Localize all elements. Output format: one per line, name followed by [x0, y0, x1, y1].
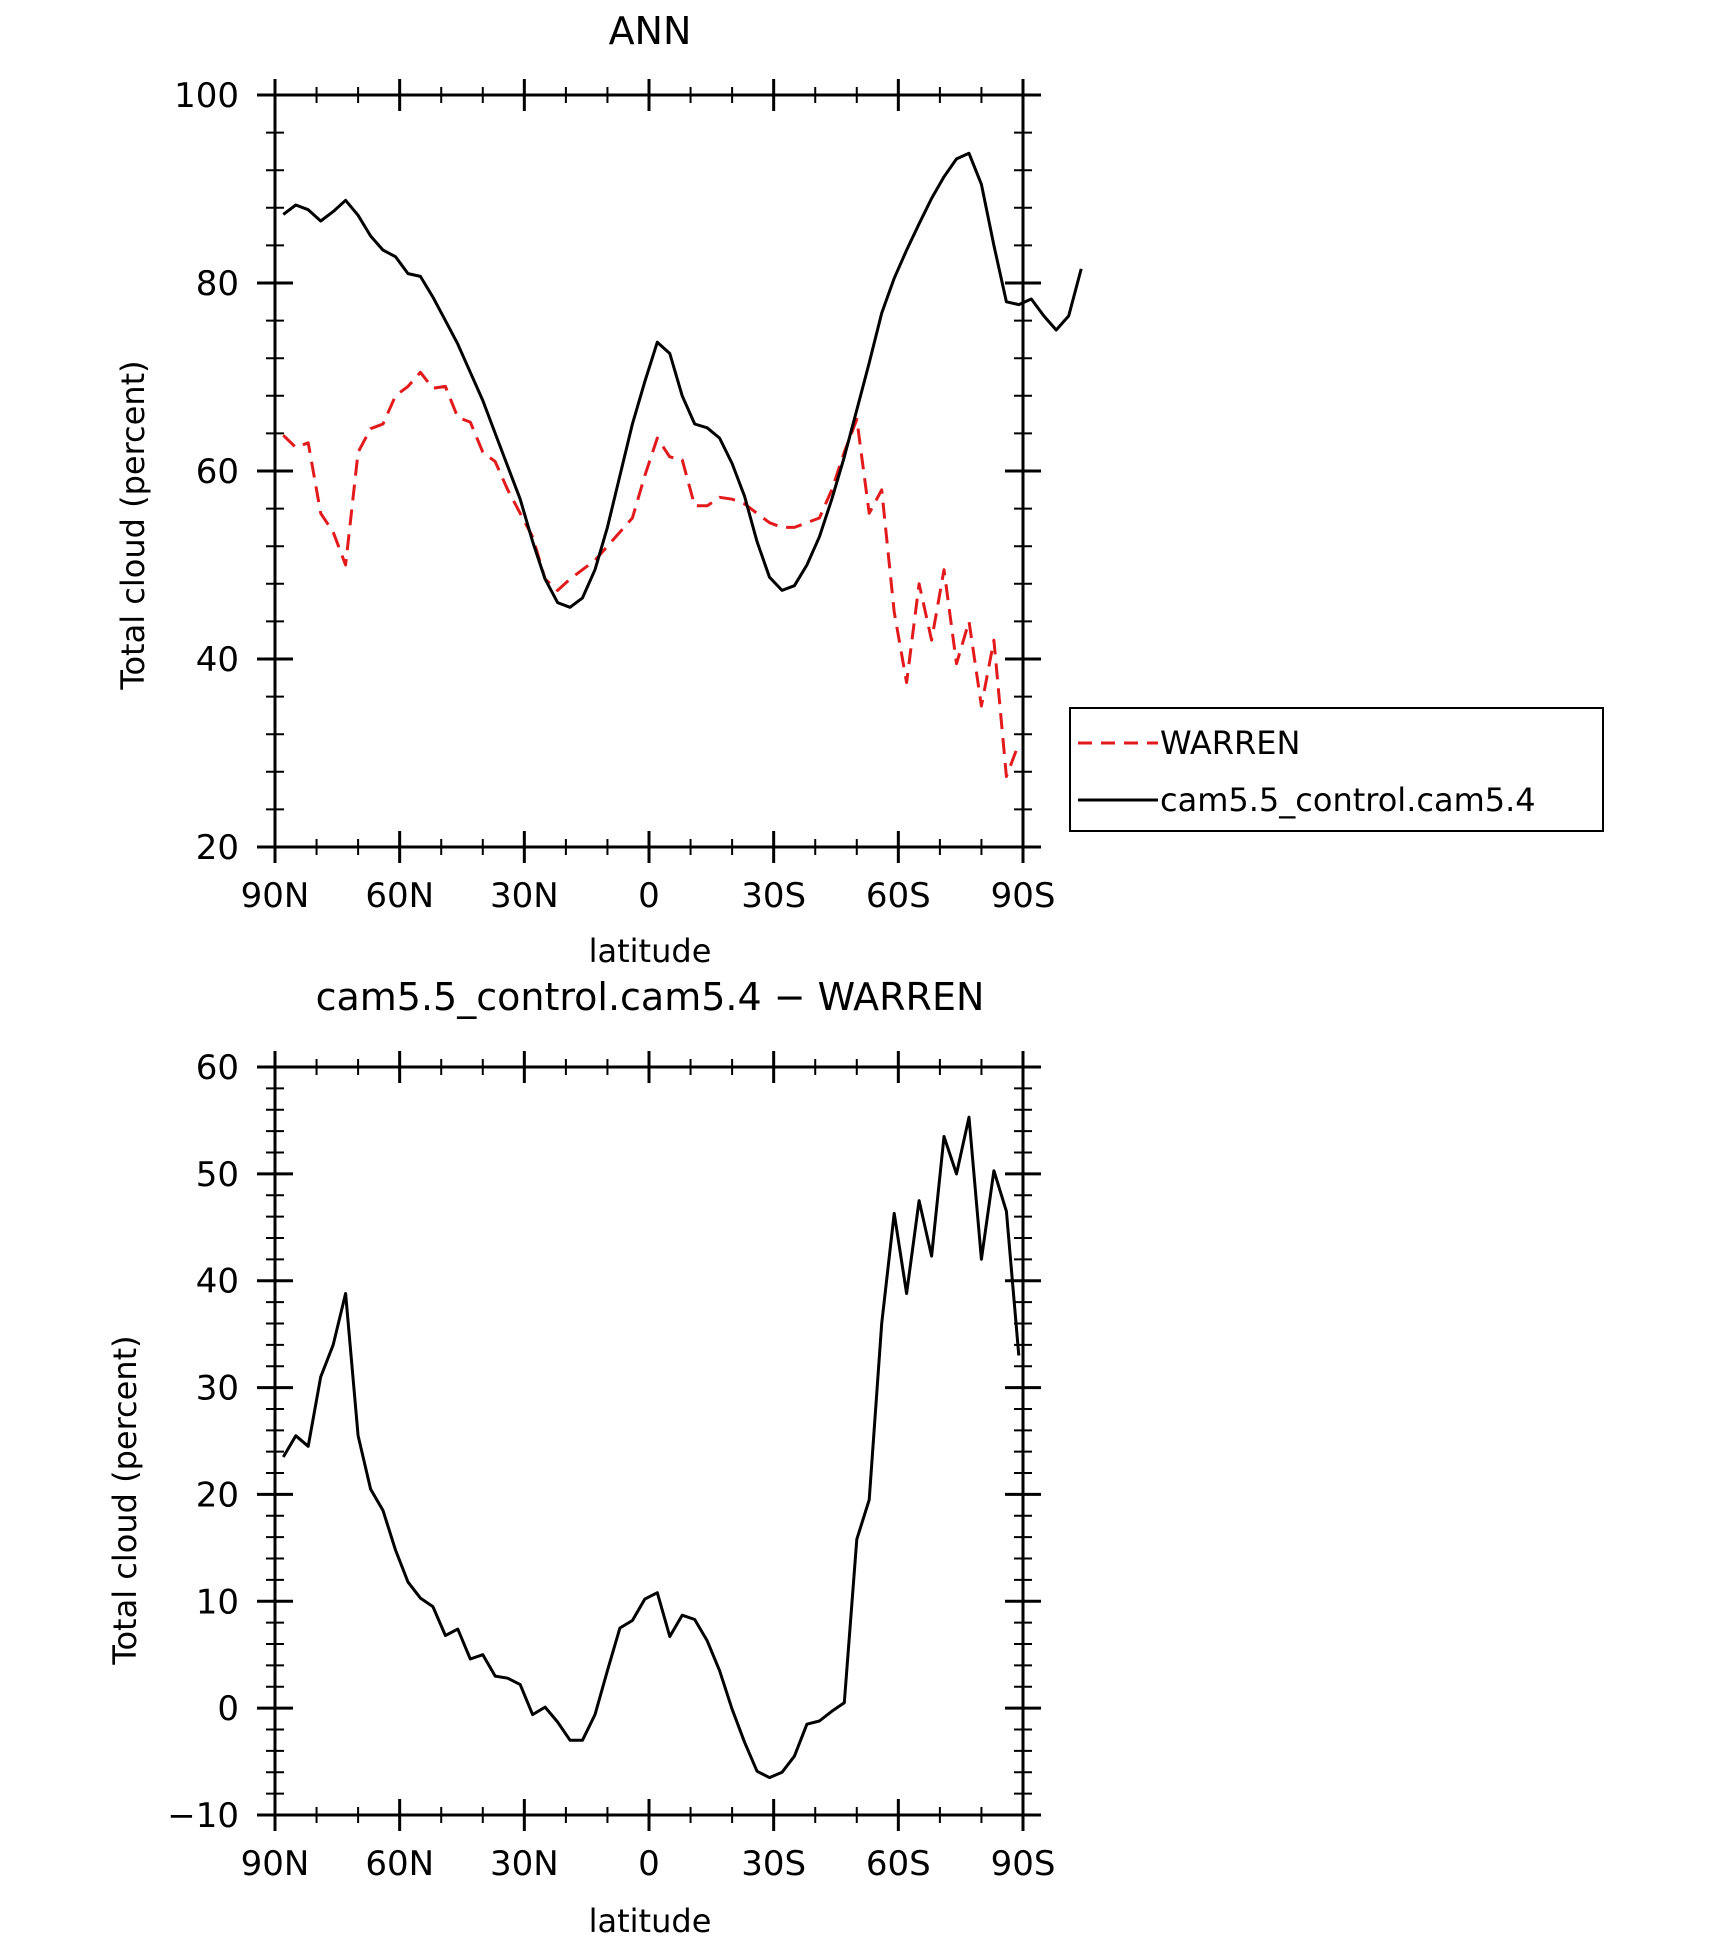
y-tick-label: 40 — [196, 640, 239, 680]
axis-ticks — [257, 1051, 1041, 1831]
x-tick-label: 60N — [365, 1844, 434, 1884]
panel-difference: cam5.5_control.cam5.4 − WARREN 90N 60N 30N… — [106, 975, 1055, 1939]
x-tick-label: 90S — [991, 876, 1056, 916]
tick-labels: 90N 60N 30N 0 30S 60S 90S 20 40 60 80 100 — [174, 76, 1055, 916]
x-tick-label: 30N — [490, 876, 559, 916]
legend-label-warren: WARREN — [1160, 724, 1300, 762]
y-axis-label: Total cloud (percent) — [114, 360, 152, 690]
x-axis-label: latitude — [589, 932, 712, 970]
x-tick-label: 30S — [741, 1844, 806, 1884]
legend-label-cam5: cam5.5_control.cam5.4 — [1160, 781, 1536, 819]
tick-labels: 90N 60N 30N 0 30S 60S 90S −10 0 10 20 30 40 50 60 — [167, 1048, 1055, 1884]
x-tick-label: 90N — [241, 876, 310, 916]
legend-box — [1069, 707, 1604, 832]
legend: WARREN cam5.5_control.cam5.4 — [1069, 707, 1604, 832]
y-tick-label: 40 — [196, 1262, 239, 1302]
y-tick-label: 100 — [174, 76, 239, 116]
y-tick-label: 60 — [196, 452, 239, 492]
x-tick-label: 90S — [991, 1844, 1056, 1884]
x-tick-label: 60S — [866, 1844, 931, 1884]
y-axis-label: Total cloud (percent) — [106, 1335, 144, 1665]
plot-lines — [282, 151, 1083, 778]
plot-frame — [273, 93, 1025, 849]
y-tick-label: 20 — [196, 1475, 239, 1515]
series-line-cam5-5-control-cam5-4 — [282, 151, 1083, 609]
x-tick-label: 0 — [638, 876, 660, 916]
y-tick-label: 0 — [217, 1689, 239, 1729]
axis-ticks — [257, 79, 1041, 863]
x-axis-label: latitude — [589, 1902, 712, 1939]
y-tick-label: 30 — [196, 1369, 239, 1409]
y-tick-label: −10 — [167, 1796, 239, 1836]
x-tick-label: 60N — [365, 876, 434, 916]
y-tick-label: 50 — [196, 1155, 239, 1195]
y-tick-label: 80 — [196, 264, 239, 304]
panel-annual-total-cloud: ANN 90N 60N 30N 0 30S 60S 90S 20 40 60 80 100 latit… — [114, 9, 1604, 970]
chart-title: cam5.5_control.cam5.4 − WARREN — [316, 975, 985, 1019]
plot-frame — [273, 1065, 1025, 1817]
x-tick-label: 30N — [490, 1844, 559, 1884]
series-line-0 — [282, 1115, 1021, 1780]
plot-lines — [282, 1115, 1021, 1780]
y-tick-label: 60 — [196, 1048, 239, 1088]
x-tick-label: 30S — [741, 876, 806, 916]
x-tick-label: 60S — [866, 876, 931, 916]
y-tick-label: 10 — [196, 1582, 239, 1622]
x-tick-label: 0 — [638, 1844, 660, 1884]
chart-title: ANN — [609, 9, 692, 53]
series-line-warren — [282, 370, 1021, 778]
y-tick-label: 20 — [196, 828, 239, 868]
x-tick-label: 90N — [241, 1844, 310, 1884]
